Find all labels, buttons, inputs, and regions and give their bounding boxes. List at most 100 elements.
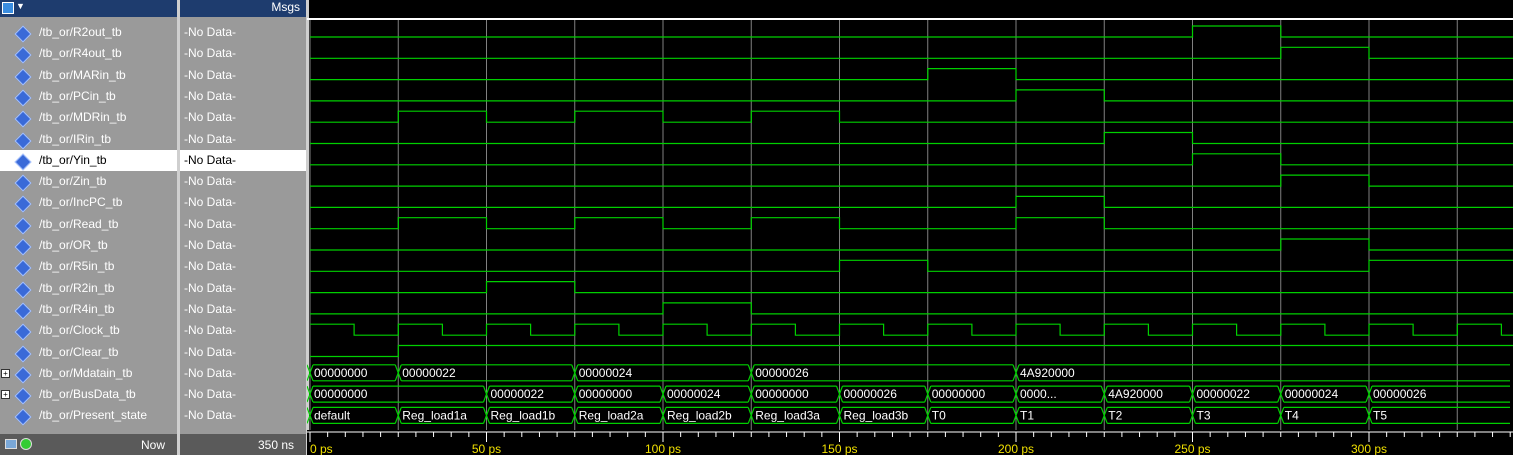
signal-name: /tb_or/Clock_tb <box>39 323 120 338</box>
signal-row-name[interactable]: + /tb_or/BusData_tb <box>0 384 177 405</box>
signal-row-value[interactable]: -No Data- <box>180 363 306 384</box>
signal-row-name[interactable]: /tb_or/MARin_tb <box>0 65 177 86</box>
signal-value: -No Data- <box>184 387 237 402</box>
wave-toolbar-icon[interactable] <box>2 2 14 14</box>
bus-transition <box>1100 407 1108 424</box>
bus-transition <box>307 385 314 403</box>
signal-icon <box>14 323 32 341</box>
waveform-trace <box>310 259 1513 272</box>
signal-row-name[interactable]: + /tb_or/Mdatain_tb <box>0 363 177 384</box>
signal-row-value[interactable]: -No Data- <box>180 256 306 277</box>
bus-value-label: 00000000 <box>932 387 986 401</box>
bus-transition <box>835 407 844 424</box>
signal-row-value[interactable]: -No Data- <box>180 86 306 107</box>
signal-row-value[interactable]: -No Data- <box>180 342 306 363</box>
signal-row-name[interactable]: /tb_or/Present_state <box>0 405 177 426</box>
signal-row-name[interactable]: /tb_or/R4in_tb <box>0 299 177 320</box>
signal-value: -No Data- <box>184 195 237 210</box>
now-value-cell: 350 ns <box>180 434 306 455</box>
signal-value: -No Data- <box>184 46 237 61</box>
bus-value-label: Reg_load2a <box>579 408 644 422</box>
expand-icon[interactable]: + <box>1 368 10 378</box>
signal-row-name[interactable]: /tb_or/Clear_tb <box>0 342 177 363</box>
signal-name: /tb_or/Yin_tb <box>39 152 107 167</box>
pane-divider[interactable] <box>177 0 180 455</box>
signal-row-name[interactable]: /tb_or/IncPC_tb <box>0 192 177 213</box>
bus-value-label: 00000026 <box>1373 387 1427 401</box>
msgs-column-header: Msgs <box>180 0 306 17</box>
signal-name: /tb_or/IRin_tb <box>39 131 112 146</box>
signal-row-name[interactable]: /tb_or/R5in_tb <box>0 256 177 277</box>
signal-row-name[interactable]: /tb_or/R2out_tb <box>0 22 177 43</box>
pane-divider[interactable] <box>306 0 309 455</box>
bus-value-label: 00000026 <box>755 366 809 380</box>
signal-icon <box>14 153 32 171</box>
signal-value: -No Data- <box>184 110 237 125</box>
signal-icon <box>14 345 32 362</box>
bus-transition <box>571 385 579 403</box>
cursor-icon[interactable] <box>5 439 17 449</box>
signal-name: /tb_or/R4out_tb <box>39 46 122 61</box>
signal-name: /tb_or/MARin_tb <box>39 67 126 82</box>
signal-row-value[interactable]: -No Data- <box>180 299 306 320</box>
signal-row-name[interactable]: /tb_or/PCin_tb <box>0 86 177 107</box>
signal-row-name[interactable]: /tb_or/OR_tb <box>0 235 177 256</box>
bus-transition <box>1100 385 1108 403</box>
signal-icon <box>14 366 32 384</box>
signal-row-name[interactable]: /tb_or/R2in_tb <box>0 278 177 299</box>
signal-row-value[interactable]: -No Data- <box>180 22 306 43</box>
signal-row-name[interactable]: /tb_or/MDRin_tb <box>0 107 177 128</box>
signal-row-name[interactable]: /tb_or/R4out_tb <box>0 43 177 64</box>
signal-icon <box>14 281 32 299</box>
waveform-canvas[interactable]: 00000000 00000022 00000024 00000026 4A920000… <box>307 0 1513 455</box>
bus-value-label: T5 <box>1373 408 1387 422</box>
add-cursor-icon[interactable] <box>20 438 32 450</box>
bus-transition <box>659 385 667 403</box>
signal-row-value[interactable]: -No Data- <box>180 192 306 213</box>
signal-row-name[interactable]: /tb_or/Yin_tb <box>0 149 177 171</box>
dropdown-arrow-icon[interactable]: ▼ <box>16 1 25 11</box>
waveform-trace <box>310 281 1513 294</box>
signal-row-name[interactable]: /tb_or/IRin_tb <box>0 129 177 150</box>
bus-value-label: Reg_load3a <box>755 408 820 422</box>
bus-value-label: Reg_load1b <box>491 408 556 422</box>
signal-row-value[interactable]: -No Data- <box>180 384 306 405</box>
signal-row-value[interactable]: -No Data- <box>180 65 306 86</box>
signal-row-value[interactable]: -No Data- <box>180 129 306 150</box>
expand-icon[interactable]: + <box>1 390 10 400</box>
signal-row-value[interactable]: -No Data- <box>180 43 306 64</box>
bus-value-label: 00000000 <box>314 387 368 401</box>
now-label: Now <box>140 438 165 452</box>
bus-value-label: 00000000 <box>579 387 633 401</box>
signal-row-name[interactable]: /tb_or/Read_tb <box>0 214 177 235</box>
signal-row-value[interactable]: -No Data- <box>180 405 306 426</box>
bus-value-label: 00000000 <box>314 366 368 380</box>
bus-value-label: Reg_load3b <box>844 408 909 422</box>
signal-name: /tb_or/Present_state <box>39 408 148 423</box>
signal-row-value[interactable]: -No Data- <box>180 320 306 341</box>
bus-value-label: 00000000 <box>755 387 809 401</box>
time-label: 250 ps <box>1174 442 1210 455</box>
name-column-header: ▼ <box>0 0 177 17</box>
signal-row-value[interactable]: -No Data- <box>180 149 306 171</box>
bus-transition <box>1365 385 1373 403</box>
bus-value-label: 00000022 <box>402 366 456 380</box>
signal-row-value[interactable]: -No Data- <box>180 235 306 256</box>
signal-row-value[interactable]: -No Data- <box>180 214 306 235</box>
signal-value: -No Data- <box>184 25 237 39</box>
bus-value-label: T2 <box>1108 408 1122 422</box>
signal-row-value[interactable]: -No Data- <box>180 278 306 299</box>
signal-icon <box>14 302 32 320</box>
signal-row-name[interactable]: /tb_or/Zin_tb <box>0 171 177 192</box>
bus-value-label: 00000024 <box>1285 387 1339 401</box>
signal-row-value[interactable]: -No Data- <box>180 171 306 192</box>
waveform-trace <box>310 110 1513 123</box>
bus-value-label: 00000022 <box>491 387 545 401</box>
signal-row-value[interactable]: -No Data- <box>180 107 306 128</box>
signal-name: /tb_or/R2out_tb <box>39 25 122 39</box>
signal-row-name[interactable]: /tb_or/Clock_tb <box>0 320 177 341</box>
bus-transition <box>394 407 402 424</box>
bus-transition <box>571 364 579 382</box>
bus-transition <box>1277 407 1285 424</box>
bus-transition <box>659 407 667 424</box>
